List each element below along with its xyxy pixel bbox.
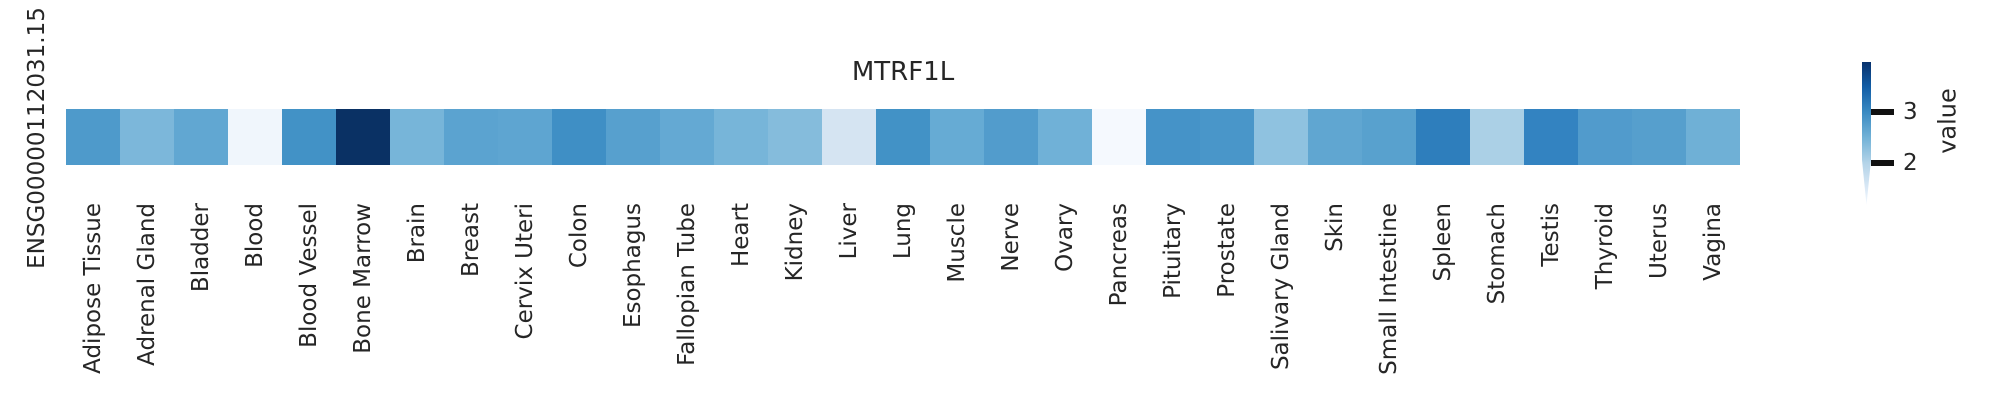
heatmap-cell-cervix-uteri (498, 109, 552, 165)
heatmap-cell-spleen (1416, 109, 1470, 165)
x-tick-label: Prostate (1214, 203, 1240, 298)
heatmap-row (66, 109, 1740, 165)
x-tick-label: Ovary (1052, 203, 1078, 272)
x-tick-label: Cervix Uteri (512, 203, 538, 340)
heatmap-cell-adrenal-gland (120, 109, 174, 165)
colorbar-gradient (1862, 62, 1871, 205)
x-tick-label: Breast (458, 203, 484, 277)
heatmap-cell-muscle (930, 109, 984, 165)
x-tick-label: Uterus (1646, 203, 1672, 280)
x-tick-label: Esophagus (620, 203, 646, 329)
x-tick-label: Stomach (1484, 203, 1510, 305)
x-tick-label: Lung (890, 203, 916, 260)
x-tick-label: Kidney (782, 203, 808, 282)
heatmap-cell-testis (1524, 109, 1578, 165)
x-tick-label: Heart (728, 203, 754, 268)
heatmap-cell-blood-vessel (282, 109, 336, 165)
heatmap-cell-blood (228, 109, 282, 165)
x-tick-label: Spleen (1430, 203, 1456, 282)
heatmap-cell-pituitary (1146, 109, 1200, 165)
x-tick-label: Testis (1538, 203, 1564, 267)
x-tick-label: Vagina (1700, 203, 1726, 281)
x-tick-label: Blood Vessel (296, 203, 322, 348)
heatmap-cell-thyroid (1578, 109, 1632, 165)
x-tick-label: Pituitary (1160, 203, 1186, 299)
heatmap-cell-fallopian-tube (660, 109, 714, 165)
heatmap-cell-bladder (174, 109, 228, 165)
x-tick-label: Small Intestine (1376, 203, 1402, 375)
x-tick-label: Adipose Tissue (80, 203, 106, 374)
heatmap-cell-salivary-gland (1254, 109, 1308, 165)
colorbar-tick-label-2: 2 (1903, 150, 1918, 176)
heatmap-cell-esophagus (606, 109, 660, 165)
colorbar-axis-label: value (1933, 88, 1962, 154)
x-tick-label: Nerve (998, 203, 1024, 272)
heatmap-cell-small-intestine (1362, 109, 1416, 165)
x-tick-label: Salivary Gland (1268, 203, 1294, 371)
x-tick-label: Pancreas (1106, 203, 1132, 307)
x-tick-label: Liver (836, 203, 862, 260)
heatmap-cell-prostate (1200, 109, 1254, 165)
heatmap-cell-adipose-tissue (66, 109, 120, 165)
heatmap-cell-bone-marrow (336, 109, 390, 165)
heatmap-cell-breast (444, 109, 498, 165)
x-tick-label: Colon (566, 203, 592, 269)
heatmap-cell-uterus (1632, 109, 1686, 165)
x-tick-label: Adrenal Gland (134, 203, 160, 366)
heatmap-cell-heart (714, 109, 768, 165)
x-tick-label: Blood (242, 203, 268, 268)
heatmap-cell-skin (1308, 109, 1362, 165)
x-tick-label: Bladder (188, 203, 214, 293)
heatmap-cell-nerve (984, 109, 1038, 165)
heatmap-cell-pancreas (1092, 109, 1146, 165)
colorbar-tick-mark-3 (1871, 109, 1894, 115)
heatmap-cell-vagina (1686, 109, 1740, 165)
heatmap-cell-kidney (768, 109, 822, 165)
heatmap-cell-colon (552, 109, 606, 165)
x-tick-label: Bone Marrow (350, 203, 376, 354)
y-tick-label-gene-id: ENSG00000112031.15 (24, 7, 50, 269)
heatmap-cell-brain (390, 109, 444, 165)
heatmap-cell-ovary (1038, 109, 1092, 165)
x-tick-label: Thyroid (1592, 203, 1618, 290)
colorbar-tick-mark-2 (1871, 160, 1894, 166)
heatmap-cell-stomach (1470, 109, 1524, 165)
x-tick-label: Fallopian Tube (674, 203, 700, 366)
page-title: MTRF1L (851, 57, 955, 87)
x-tick-label: Muscle (944, 203, 970, 283)
x-tick-label: Skin (1322, 203, 1348, 252)
colorbar-tick-label-3: 3 (1903, 99, 1918, 125)
x-tick-label: Brain (404, 203, 430, 264)
heatmap-cell-lung (876, 109, 930, 165)
heatmap-cell-liver (822, 109, 876, 165)
